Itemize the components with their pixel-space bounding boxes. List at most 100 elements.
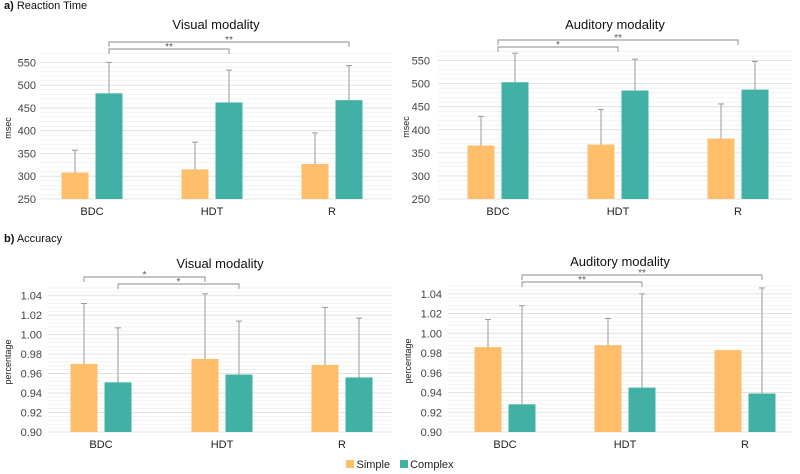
y-tick-label: 0.96 [421, 368, 442, 380]
legend-item-complex: Complex [400, 459, 454, 471]
significance-bracket [83, 276, 206, 282]
significance-label: ** [225, 35, 233, 46]
y-tick-label: 500 [18, 80, 36, 92]
legend-item-simple: Simple [346, 459, 390, 471]
y-axis-label: msec [3, 117, 13, 139]
y-tick-label: 300 [18, 171, 36, 183]
y-tick-label: 1.02 [21, 310, 42, 322]
y-tick-label: 1.00 [421, 328, 442, 340]
y-tick-label: 250 [18, 194, 36, 206]
bar-simple [70, 363, 98, 432]
y-tick-label: 250 [412, 194, 430, 206]
bar-simple [474, 347, 502, 432]
section-letter: b) [4, 233, 15, 245]
bar-complex [748, 393, 776, 432]
significance-bracket [108, 41, 350, 47]
significance-bracket [521, 281, 643, 287]
significance-label: ** [165, 42, 173, 53]
y-tick-label: 1.04 [421, 289, 442, 301]
bar-simple [467, 145, 495, 199]
y-tick-label: 1.04 [21, 291, 42, 303]
bar-complex [225, 374, 253, 432]
bar-simple [301, 163, 329, 199]
y-tick-label: 400 [412, 125, 430, 137]
legend-swatch-simple [346, 460, 355, 468]
significance-label: * [143, 270, 147, 281]
significance-label: * [177, 277, 181, 288]
x-tick-label: HDT [211, 439, 234, 451]
bar-simple [311, 364, 339, 432]
bar-simple [61, 172, 89, 199]
legend-label: Simple [356, 459, 391, 471]
x-tick-label: HDT [614, 439, 637, 451]
x-tick-label: BDC [80, 206, 103, 218]
y-tick-label: 500 [412, 79, 430, 91]
x-tick-label: BDC [493, 439, 516, 451]
x-tick-label: R [338, 439, 346, 451]
y-axis-label: percentage [3, 339, 13, 384]
chart-title: Auditory modality [570, 254, 670, 269]
bar-complex [501, 82, 529, 199]
y-tick-label: 300 [412, 171, 430, 183]
bar-complex [628, 387, 656, 432]
y-tick-label: 0.96 [21, 369, 42, 381]
y-tick-label: 0.98 [421, 348, 442, 360]
bar-complex [741, 89, 769, 199]
legend: Simple Complex [0, 459, 800, 471]
bar-complex [215, 102, 243, 199]
x-tick-label: R [741, 439, 749, 451]
bar-complex [104, 382, 132, 432]
y-tick-label: 0.92 [21, 408, 42, 420]
x-tick-label: BDC [486, 206, 509, 218]
bar-complex [621, 90, 649, 199]
significance-label: ** [638, 268, 646, 279]
bar-simple [191, 359, 219, 432]
section-title: Reaction Time [16, 0, 88, 12]
y-tick-label: 0.94 [21, 388, 42, 400]
significance-bracket [497, 39, 739, 45]
bar-complex [345, 377, 373, 432]
y-tick-label: 350 [18, 148, 36, 160]
chart-title: Visual modality [172, 17, 260, 32]
y-tick-label: 1.02 [421, 309, 442, 321]
bar-complex [508, 404, 536, 432]
y-tick-label: 0.94 [421, 388, 442, 400]
bar-simple [181, 169, 209, 199]
y-tick-label: 1.00 [21, 330, 42, 342]
significance-bracket [117, 283, 240, 289]
significance-label: ** [578, 275, 586, 286]
y-axis-label: percentage [403, 338, 413, 383]
legend-label: Complex [410, 459, 454, 471]
chart-title: Auditory modality [565, 17, 665, 32]
section-title: Accuracy [16, 233, 63, 245]
y-tick-label: 450 [18, 103, 36, 115]
y-tick-label: 550 [18, 57, 36, 69]
bar-complex [335, 100, 363, 199]
section-letter: a) [4, 0, 14, 12]
significance-bracket [108, 48, 230, 54]
bar-simple [587, 144, 615, 199]
x-tick-label: R [734, 206, 742, 218]
significance-label: ** [614, 33, 622, 44]
significance-bracket [521, 274, 763, 280]
bar-complex [95, 93, 123, 199]
bar-simple [594, 345, 622, 432]
significance-label: * [556, 40, 560, 51]
y-tick-label: 0.92 [421, 407, 442, 419]
x-tick-label: HDT [201, 206, 224, 218]
y-tick-label: 0.90 [421, 427, 442, 439]
y-axis-label: msec [401, 116, 411, 138]
section-label-accuracy: b) Accuracy [4, 233, 62, 245]
x-tick-label: R [328, 206, 336, 218]
significance-bracket [497, 46, 619, 52]
x-tick-label: HDT [607, 206, 630, 218]
bar-simple [714, 350, 742, 432]
legend-swatch-complex [400, 460, 409, 468]
y-tick-label: 400 [18, 126, 36, 138]
chart-title: Visual modality [176, 256, 264, 271]
y-tick-label: 350 [412, 148, 430, 160]
y-tick-label: 0.90 [21, 427, 42, 439]
y-tick-label: 450 [412, 102, 430, 114]
bar-simple [707, 138, 735, 199]
